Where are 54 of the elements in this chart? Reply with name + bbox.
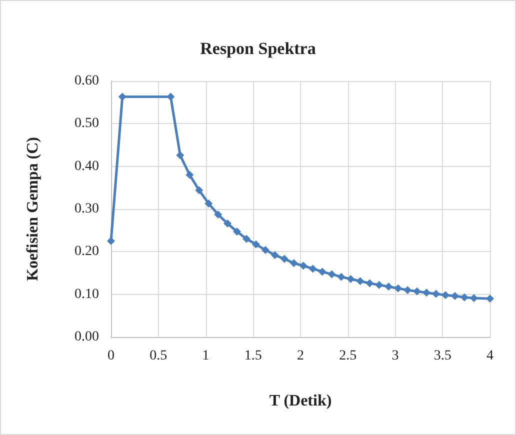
point — [252, 240, 260, 248]
point — [118, 92, 126, 101]
y-tick-label: 0.60 — [74, 74, 99, 88]
point — [308, 264, 317, 273]
point — [441, 291, 450, 300]
x-tick-label: 3 — [392, 348, 399, 364]
y-tick-label: 0.20 — [74, 244, 99, 260]
point — [422, 288, 431, 297]
point — [413, 287, 422, 296]
x-tick-label: 1.5 — [244, 348, 262, 364]
point — [214, 210, 222, 219]
y-tick-label: 0.50 — [74, 116, 99, 132]
x-tick-label: 0.5 — [150, 348, 168, 364]
point — [242, 234, 250, 243]
point — [450, 292, 459, 300]
point — [404, 286, 412, 294]
y-axis-title: Koefisien Gempa (C) — [24, 137, 42, 281]
point — [224, 220, 232, 228]
point — [195, 186, 204, 194]
y-tick-label: 0.10 — [74, 286, 99, 302]
x-axis-title: T (Detik) — [269, 392, 332, 410]
point — [270, 251, 279, 260]
x-tick-label: 2 — [297, 348, 304, 364]
x-tick-label: 4 — [486, 348, 494, 364]
x-tick-label: 0 — [108, 348, 114, 364]
point — [280, 254, 288, 263]
point — [176, 151, 184, 160]
point — [107, 237, 115, 245]
point — [460, 293, 468, 302]
y-tick-label: 0.30 — [74, 202, 99, 216]
point — [204, 199, 213, 208]
point — [186, 170, 194, 179]
point — [346, 274, 355, 283]
x-tick-label: 3.5 — [434, 348, 452, 364]
point — [318, 268, 326, 276]
x-tick-label: 1 — [202, 348, 210, 364]
point — [233, 228, 242, 236]
point — [299, 262, 308, 270]
point — [470, 294, 478, 302]
point — [375, 280, 384, 289]
chart-title: Respon Spektra — [200, 39, 316, 58]
y-tick-label: 0.40 — [74, 158, 99, 174]
point — [384, 282, 393, 291]
x-tick-label: 2.5 — [339, 348, 357, 364]
point — [337, 272, 346, 281]
point — [328, 270, 336, 278]
point — [486, 294, 494, 303]
point — [394, 284, 402, 292]
point — [261, 246, 270, 254]
y-tick-label: 0.00 — [74, 330, 99, 344]
point — [432, 290, 440, 298]
point — [356, 277, 364, 286]
point — [366, 279, 374, 288]
point — [290, 259, 298, 268]
